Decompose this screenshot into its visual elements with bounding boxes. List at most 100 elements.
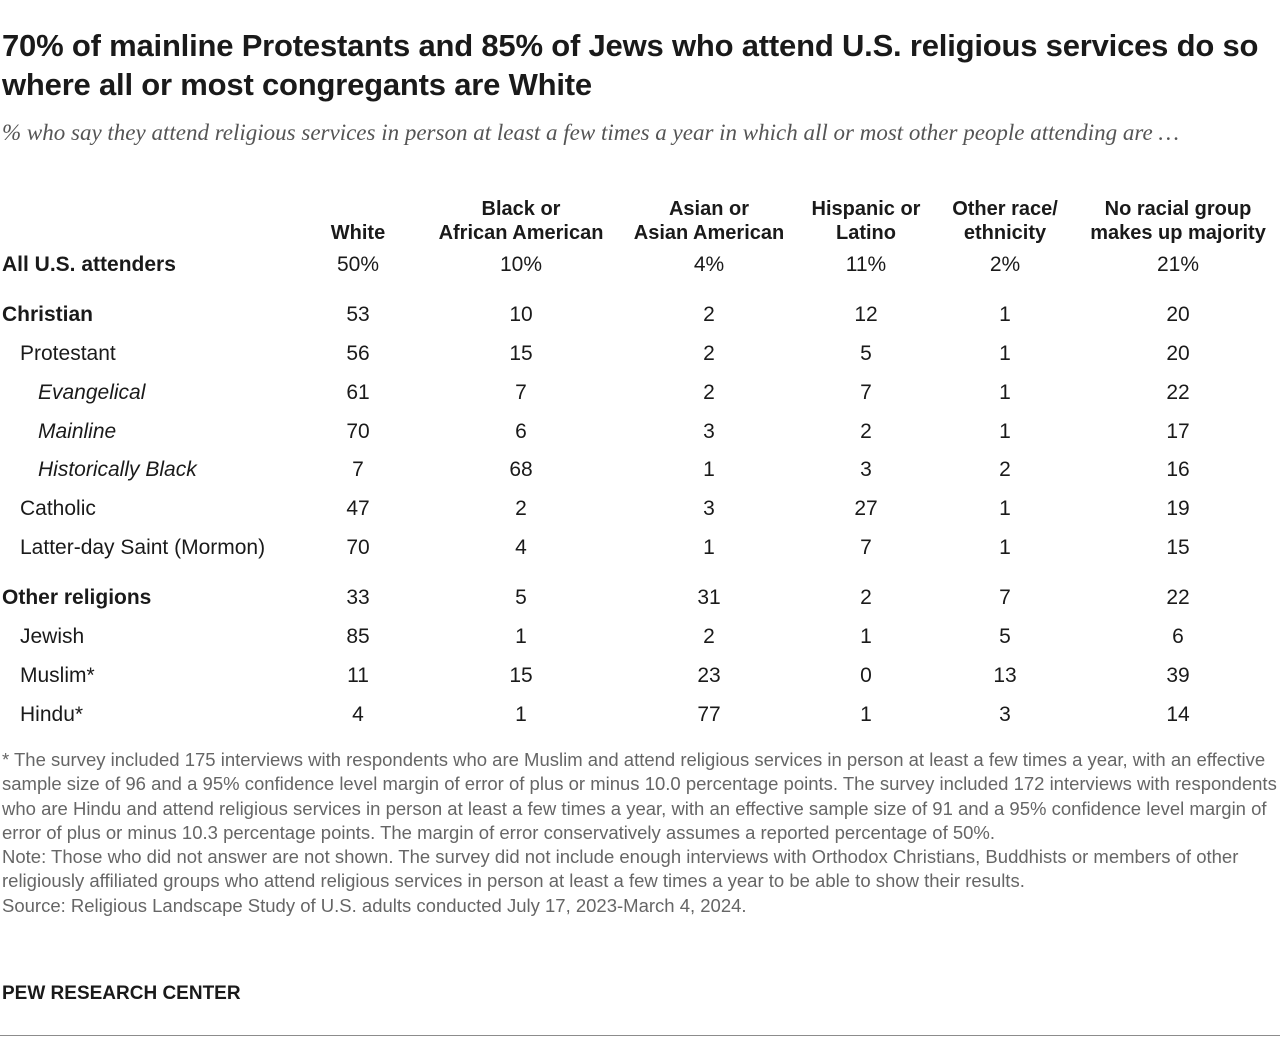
column-header-line2: Latino bbox=[835, 222, 896, 244]
row-label: All U.S. attenders bbox=[2, 253, 176, 276]
table-cell: 22 bbox=[1166, 586, 1190, 609]
table-cell: 6 bbox=[1172, 625, 1184, 648]
table-cell: 7 bbox=[860, 536, 872, 559]
table-row: Christian 53 10 2 12 1 20 bbox=[0, 300, 1280, 330]
table-cell: 2 bbox=[703, 381, 715, 404]
table-cell: 70 bbox=[346, 536, 370, 559]
table-cell: 21% bbox=[1156, 253, 1200, 276]
table-cell: 61 bbox=[346, 381, 370, 404]
table-row: Muslim* 11 15 23 0 13 39 bbox=[0, 661, 1280, 691]
table-cell: 5 bbox=[515, 586, 527, 609]
table-cell: 33 bbox=[346, 586, 370, 609]
column-header: Black or African American bbox=[421, 195, 621, 245]
table-cell: 1 bbox=[515, 703, 527, 726]
table-cell: 15 bbox=[509, 664, 533, 687]
table-row: Hindu* 4 1 77 1 3 14 bbox=[0, 700, 1280, 730]
column-header-line2: African American bbox=[438, 222, 604, 244]
brand-logo-text: PEW RESEARCH CENTER bbox=[2, 983, 241, 1004]
table-cell: 2 bbox=[515, 497, 527, 520]
table-row: Evangelical 61 7 2 7 1 22 bbox=[0, 378, 1280, 408]
table-cell: 4 bbox=[352, 703, 364, 726]
row-label: Protestant bbox=[20, 342, 116, 365]
table-cell: 1 bbox=[999, 342, 1011, 365]
chart-subtitle: % who say they attend religious services… bbox=[2, 120, 1179, 145]
table-cell: 10 bbox=[509, 303, 533, 326]
bottom-rule bbox=[0, 1035, 1280, 1036]
table-cell: 4 bbox=[515, 536, 527, 559]
table-cell: 7 bbox=[860, 381, 872, 404]
table-cell: 68 bbox=[509, 458, 533, 481]
column-header-line1: Black or bbox=[481, 198, 561, 220]
column-header-line1: Other race/ bbox=[952, 198, 1058, 220]
table-cell: 1 bbox=[999, 303, 1011, 326]
table-cell: 1 bbox=[703, 458, 715, 481]
column-header-line2: ethnicity bbox=[963, 222, 1047, 244]
table-row: All U.S. attenders 50% 10% 4% 11% 2% 21% bbox=[0, 250, 1280, 280]
table-cell: 1 bbox=[860, 625, 872, 648]
table-cell: 1 bbox=[860, 703, 872, 726]
column-header-line1: Asian or bbox=[668, 198, 750, 220]
source-text: Source: Religious Landscape Study of U.S… bbox=[2, 894, 747, 916]
row-label: Other religions bbox=[2, 586, 152, 609]
table-cell: 10% bbox=[499, 253, 543, 276]
table-cell: 4% bbox=[693, 253, 725, 276]
table-cell: 2 bbox=[703, 342, 715, 365]
table-cell: 1 bbox=[999, 420, 1011, 443]
row-label: Historically Black bbox=[38, 458, 197, 481]
column-header: White bbox=[298, 195, 418, 245]
column-header: Hispanic or Latino bbox=[796, 195, 936, 245]
row-label: Hindu* bbox=[20, 703, 84, 726]
row-label: Christian bbox=[2, 303, 94, 326]
table-cell: 31 bbox=[697, 586, 721, 609]
table-cell: 5 bbox=[999, 625, 1011, 648]
row-label: Evangelical bbox=[38, 381, 146, 404]
column-header: Asian or Asian American bbox=[619, 195, 799, 245]
table-cell: 2 bbox=[703, 303, 715, 326]
table-cell: 1 bbox=[999, 497, 1011, 520]
table-cell: 13 bbox=[993, 664, 1017, 687]
column-header: No racial group makes up majority bbox=[1073, 195, 1280, 245]
table-cell: 2 bbox=[703, 625, 715, 648]
row-label: Latter-day Saint (Mormon) bbox=[20, 536, 266, 559]
table-cell: 70 bbox=[346, 420, 370, 443]
table-cell: 3 bbox=[703, 420, 715, 443]
table-cell: 0 bbox=[860, 664, 872, 687]
table-row: Other religions 33 5 31 2 7 22 bbox=[0, 583, 1280, 613]
asterisk-note: * The survey included 175 interviews wit… bbox=[2, 749, 1277, 843]
table-cell: 11 bbox=[347, 664, 369, 687]
table-cell: 22 bbox=[1166, 381, 1190, 404]
table-cell: 17 bbox=[1166, 420, 1190, 443]
column-header-line1: No racial group bbox=[1104, 198, 1252, 220]
table-cell: 1 bbox=[999, 536, 1011, 559]
row-label: Muslim* bbox=[20, 664, 95, 687]
table-row: Historically Black 7 68 1 3 2 16 bbox=[0, 455, 1280, 485]
table-cell: 85 bbox=[346, 625, 370, 648]
row-label: Catholic bbox=[20, 497, 96, 520]
column-header-line2: White bbox=[330, 222, 386, 244]
table-cell: 20 bbox=[1166, 342, 1190, 365]
table-cell: 1 bbox=[515, 625, 527, 648]
table-cell: 14 bbox=[1166, 703, 1190, 726]
column-header: Other race/ethnicity bbox=[935, 195, 1075, 245]
table-cell: 56 bbox=[346, 342, 370, 365]
table-cell: 77 bbox=[697, 703, 721, 726]
table-cell: 12 bbox=[854, 303, 878, 326]
table-row: Catholic 47 2 3 27 1 19 bbox=[0, 494, 1280, 524]
table-cell: 2 bbox=[999, 458, 1011, 481]
table-cell: 15 bbox=[509, 342, 533, 365]
table-cell: 7 bbox=[352, 458, 364, 481]
table-cell: 1 bbox=[999, 381, 1011, 404]
row-label: Jewish bbox=[20, 625, 85, 648]
table-cell: 27 bbox=[854, 497, 878, 520]
column-header-line2: makes up majority bbox=[1090, 222, 1266, 244]
table-cell: 19 bbox=[1166, 497, 1190, 520]
table-cell: 3 bbox=[703, 497, 715, 520]
table-cell: 15 bbox=[1166, 536, 1190, 559]
table-cell: 16 bbox=[1166, 458, 1190, 481]
chart-title: 70% of mainline Protestants and 85% of J… bbox=[2, 28, 1259, 102]
table-cell: 53 bbox=[346, 303, 370, 326]
row-label: Mainline bbox=[38, 420, 117, 443]
table-cell: 20 bbox=[1166, 303, 1190, 326]
table-cell: 50% bbox=[336, 253, 380, 276]
table-cell: 39 bbox=[1166, 664, 1190, 687]
